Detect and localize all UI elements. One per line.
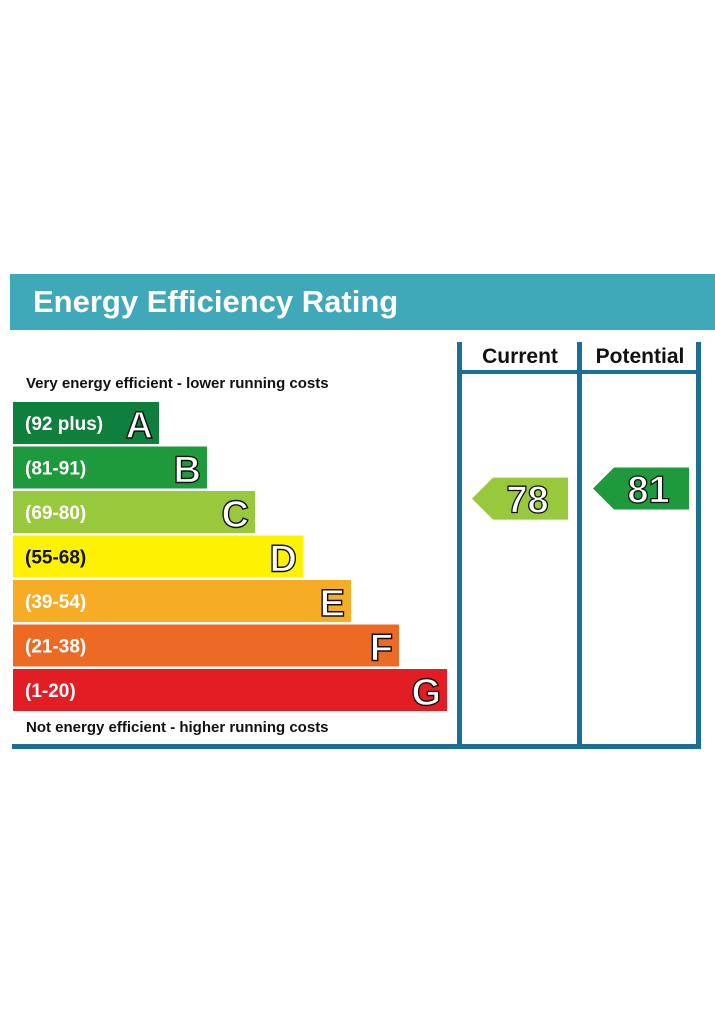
- band-f-bar: [13, 624, 399, 667]
- band-b-letter: B: [174, 450, 201, 492]
- frame-line-current-right: [577, 342, 582, 748]
- band-f-letter: F: [370, 628, 393, 670]
- potential-rating-value: 81: [627, 470, 669, 512]
- band-g-bar: [13, 669, 447, 711]
- band-d-letter: D: [270, 539, 297, 581]
- band-d-range: (55-68): [25, 548, 86, 569]
- header-bar: [10, 274, 715, 330]
- chart-frame: [12, 342, 701, 749]
- band-e-letter: E: [320, 583, 345, 625]
- band-e-bar: [13, 580, 351, 622]
- current-column-label: Current: [482, 345, 558, 368]
- frame-line-header-separator: [460, 370, 700, 374]
- band-a-letter: A: [126, 405, 153, 447]
- band-b-range: (81-91): [25, 459, 86, 480]
- band-b-bar: [13, 446, 207, 489]
- current-rating-value: 78: [506, 480, 548, 522]
- top-caption: Very energy efficient - lower running co…: [26, 375, 329, 392]
- potential-rating-arrow: [593, 467, 689, 510]
- frame-line-current-left: [457, 342, 462, 748]
- frame-line-bottom: [12, 744, 701, 749]
- band-g-letter: G: [411, 672, 441, 714]
- frame-line-potential-right: [696, 342, 701, 748]
- chart-title: Energy Efficiency Rating: [33, 284, 398, 319]
- band-g-range: (1-20): [25, 681, 76, 702]
- band-a-range: (92 plus): [25, 414, 103, 435]
- band-c-range: (69-80): [25, 503, 86, 524]
- rating-indicators: 78 81: [472, 467, 689, 522]
- band-a-bar: [13, 402, 159, 444]
- band-c-letter: C: [222, 494, 249, 536]
- bottom-caption: Not energy efficient - higher running co…: [26, 719, 329, 736]
- rating-bands: (92 plus) A (81-91) B (69-80) C (55-68) D (39-54…: [13, 402, 447, 715]
- band-f-range: (21-38): [25, 637, 86, 658]
- potential-column-label: Potential: [596, 345, 685, 368]
- band-e-range: (39-54): [25, 592, 86, 613]
- band-d-bar: [13, 535, 303, 578]
- current-rating-arrow: [472, 477, 568, 520]
- band-c-bar: [13, 491, 255, 533]
